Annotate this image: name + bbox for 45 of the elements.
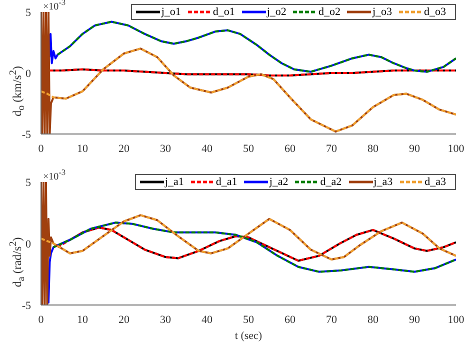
legend-label: j_o2 [266, 6, 286, 18]
legend-label: j_o3 [372, 6, 392, 18]
y-tick-label: -5 [22, 128, 32, 141]
x-tick-label: 90 [409, 142, 420, 155]
x-tick-label: 0 [38, 142, 44, 155]
x-tick-label: 90 [409, 314, 420, 326]
line-series [46, 222, 456, 304]
x-tick-label: 50 [243, 314, 254, 326]
x-tick-label: 60 [284, 314, 296, 326]
x-tick-label: 80 [368, 314, 379, 326]
line-series [52, 222, 456, 273]
x-tick-label: 30 [160, 142, 172, 155]
x-tick-label: 0 [38, 314, 44, 326]
y-tick-label: 0 [26, 238, 32, 250]
x-axis-title: t (sec) [234, 330, 262, 342]
legend-label: d_a1 [216, 176, 238, 188]
line-series [41, 214, 456, 260]
legend-label: d_o3 [424, 6, 446, 18]
x-tick-label: 100 [448, 142, 465, 155]
x-tick-label: 20 [118, 142, 130, 155]
x-tick-label: 40 [202, 314, 213, 326]
x-tick-label: 30 [160, 314, 172, 326]
x-tick-label: 70 [326, 314, 338, 326]
legend-label: d_o1 [212, 6, 235, 18]
legend-label: j_a3 [374, 176, 393, 188]
y-tick-label: 0 [26, 68, 32, 80]
legend-label: j_o1 [161, 6, 181, 18]
legend-label: d_o2 [318, 6, 340, 18]
x-tick-label: 100 [448, 314, 465, 326]
x-tick-label: 50 [243, 142, 254, 155]
legend-label: j_a2 [269, 176, 288, 188]
x-tick-label: 40 [202, 142, 213, 155]
x-tick-label: 10 [77, 142, 88, 155]
x-tick-label: 10 [77, 314, 88, 326]
y-tick-label: 5 [26, 6, 32, 19]
x-tick-label: 60 [284, 142, 296, 155]
legend-label: d_a2 [320, 176, 342, 188]
x-tick-label: 20 [118, 314, 130, 326]
legend-label: j_a1 [164, 176, 184, 188]
y-tick-label: -5 [22, 300, 32, 312]
legend-label: d_a3 [424, 176, 446, 188]
y-tick-label: 5 [26, 176, 32, 189]
x-tick-label: 80 [368, 142, 379, 155]
x-tick-label: 70 [326, 142, 338, 155]
annotation: ×10$^{-3}$ [43, 168, 66, 182]
